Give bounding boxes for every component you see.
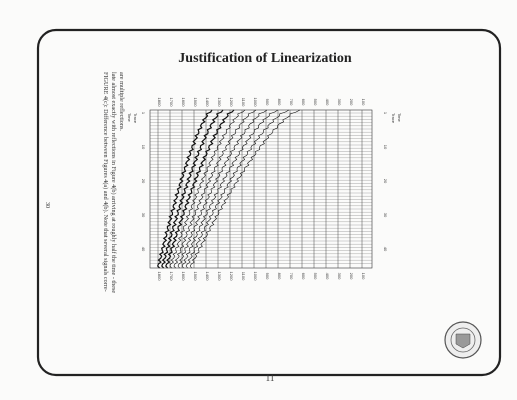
caption-line: FIGURE 4(c): Difference between Figures … — [102, 72, 109, 292]
time-tick-label: 300 — [337, 99, 342, 106]
time-tick-label: 1600 — [181, 272, 186, 282]
time-axis-label: Time — [127, 113, 132, 123]
seal-shield — [455, 333, 471, 349]
title: Justification of Linearization — [178, 51, 352, 66]
time-tick-label: 200 — [349, 273, 354, 280]
time-tick-label: 500 — [313, 273, 318, 280]
time-tick-label: 400 — [325, 273, 330, 280]
time-tick-label: 1300 — [217, 272, 222, 282]
caption: FIGURE 4(c): Difference between Figures … — [102, 72, 125, 293]
wavefront — [177, 109, 268, 269]
time-tick-label: 500 — [313, 99, 318, 106]
time-tick-label: 1000 — [253, 272, 258, 282]
wavefront — [185, 109, 290, 269]
wavefront — [165, 109, 235, 269]
wavefront — [189, 109, 301, 269]
caption-line: late almost exactly with reflections in … — [110, 72, 117, 293]
time-tick-label: 1800 — [157, 98, 162, 108]
trace-tick-label: 20 — [141, 179, 146, 184]
wavefront — [169, 109, 246, 269]
trace-tick-label: 30 — [141, 213, 146, 218]
time-tick-label: 400 — [325, 99, 330, 106]
time-tick-label: 100 — [361, 273, 366, 280]
time-tick-label: 1700 — [169, 272, 174, 282]
trace-axis-label: Trace — [391, 113, 396, 124]
wavefront — [161, 109, 224, 269]
wavefront — [181, 109, 279, 269]
time-tick-label: 100 — [361, 99, 366, 106]
trace-tick-label: 1 — [383, 112, 388, 115]
time-tick-label: 1300 — [217, 98, 222, 108]
time-tick-label: 1200 — [229, 98, 234, 108]
trace-tick-label: 10 — [383, 145, 388, 150]
time-tick-label: 1100 — [241, 98, 246, 107]
time-tick-label: 900 — [265, 99, 270, 106]
time-tick-label: 1500 — [193, 98, 198, 108]
time-tick-label: 600 — [301, 99, 306, 106]
time-tick-label: 1400 — [205, 98, 210, 108]
time-tick-label: 900 — [265, 273, 270, 280]
slide-border — [36, 28, 502, 377]
trace-tick-label: 40 — [141, 247, 146, 252]
time-tick-label: 600 — [301, 273, 306, 280]
time-tick-label: 1800 — [157, 272, 162, 282]
time-tick-label: 1100 — [241, 272, 246, 281]
time-tick-label: 1600 — [181, 98, 186, 108]
wavefront — [157, 109, 213, 269]
time-axis-label: Time — [397, 113, 402, 123]
time-tick-label: 300 — [337, 273, 342, 280]
figure: 100 100 200 200 300 300 400 400 500 500 600 600 700 7… — [127, 98, 402, 282]
time-tick-label: 1000 — [253, 98, 258, 108]
plot-frame — [149, 109, 373, 269]
caption-line: are multiple reflections. — [118, 72, 125, 131]
seal-inner — [450, 327, 476, 353]
trace-tick-label: 20 — [383, 179, 388, 184]
time-tick-label: 700 — [289, 99, 294, 106]
trace-tick-label: 1 — [141, 112, 146, 115]
trace-tick-label: 30 — [383, 213, 388, 218]
trace-tick-label: 40 — [383, 247, 388, 252]
seal — [444, 321, 482, 359]
side-number: 30 — [44, 202, 50, 208]
trace-axis-label: Trace — [133, 113, 138, 124]
time-tick-label: 1500 — [193, 272, 198, 282]
time-tick-label: 1400 — [205, 272, 210, 282]
trace-tick-label: 10 — [141, 145, 146, 150]
time-tick-label: 800 — [277, 99, 282, 106]
time-tick-label: 1200 — [229, 272, 234, 282]
wavefront — [173, 109, 257, 269]
time-tick-label: 800 — [277, 273, 282, 280]
time-tick-label: 700 — [289, 273, 294, 280]
time-tick-label: 1700 — [169, 98, 174, 108]
page-number: 11 — [266, 373, 275, 383]
time-tick-label: 200 — [349, 99, 354, 106]
